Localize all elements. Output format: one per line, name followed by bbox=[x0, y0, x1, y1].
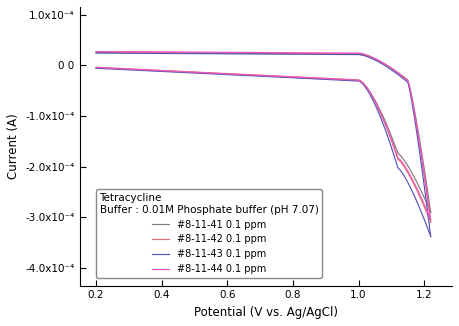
#8-11-43 0.1 ppm bbox=[297, 52, 302, 56]
#8-11-43 0.1 ppm bbox=[93, 51, 99, 55]
#8-11-43 0.1 ppm bbox=[347, 52, 353, 56]
#8-11-44 0.1 ppm bbox=[428, 218, 433, 222]
#8-11-44 0.1 ppm bbox=[94, 50, 99, 53]
#8-11-44 0.1 ppm bbox=[307, 51, 313, 55]
#8-11-41 0.1 ppm bbox=[347, 52, 353, 56]
Legend: #8-11-41 0.1 ppm, #8-11-42 0.1 ppm, #8-11-43 0.1 ppm, #8-11-44 0.1 ppm: #8-11-41 0.1 ppm, #8-11-42 0.1 ppm, #8-1… bbox=[95, 189, 322, 278]
#8-11-41 0.1 ppm bbox=[114, 51, 119, 55]
#8-11-42 0.1 ppm bbox=[288, 51, 294, 55]
X-axis label: Potential (V vs. Ag/AgCl): Potential (V vs. Ag/AgCl) bbox=[194, 306, 338, 319]
#8-11-41 0.1 ppm bbox=[428, 210, 433, 214]
#8-11-41 0.1 ppm bbox=[307, 52, 312, 56]
#8-11-43 0.1 ppm bbox=[381, 63, 387, 67]
#8-11-42 0.1 ppm bbox=[307, 51, 313, 55]
#8-11-44 0.1 ppm bbox=[93, 50, 99, 53]
#8-11-42 0.1 ppm bbox=[428, 220, 433, 224]
#8-11-44 0.1 ppm bbox=[297, 51, 302, 55]
#8-11-42 0.1 ppm bbox=[93, 50, 99, 54]
#8-11-42 0.1 ppm bbox=[297, 51, 302, 55]
#8-11-44 0.1 ppm bbox=[382, 62, 387, 66]
#8-11-43 0.1 ppm bbox=[428, 234, 433, 238]
#8-11-42 0.1 ppm bbox=[382, 62, 387, 66]
#8-11-41 0.1 ppm bbox=[297, 52, 302, 56]
Y-axis label: Current (A): Current (A) bbox=[7, 113, 20, 179]
Line: #8-11-43 0.1 ppm: #8-11-43 0.1 ppm bbox=[96, 53, 431, 236]
#8-11-43 0.1 ppm bbox=[307, 52, 312, 56]
Line: #8-11-41 0.1 ppm: #8-11-41 0.1 ppm bbox=[96, 52, 431, 212]
#8-11-43 0.1 ppm bbox=[114, 51, 119, 55]
#8-11-44 0.1 ppm bbox=[288, 51, 294, 55]
#8-11-44 0.1 ppm bbox=[347, 51, 353, 55]
#8-11-42 0.1 ppm bbox=[347, 52, 353, 55]
#8-11-41 0.1 ppm bbox=[381, 62, 387, 66]
#8-11-44 0.1 ppm bbox=[114, 50, 120, 53]
#8-11-41 0.1 ppm bbox=[288, 52, 293, 56]
#8-11-43 0.1 ppm bbox=[288, 52, 293, 56]
Line: #8-11-44 0.1 ppm: #8-11-44 0.1 ppm bbox=[96, 52, 431, 220]
#8-11-42 0.1 ppm bbox=[114, 50, 120, 54]
Line: #8-11-42 0.1 ppm: #8-11-42 0.1 ppm bbox=[96, 52, 431, 222]
#8-11-42 0.1 ppm bbox=[95, 50, 100, 54]
#8-11-41 0.1 ppm bbox=[93, 51, 99, 54]
